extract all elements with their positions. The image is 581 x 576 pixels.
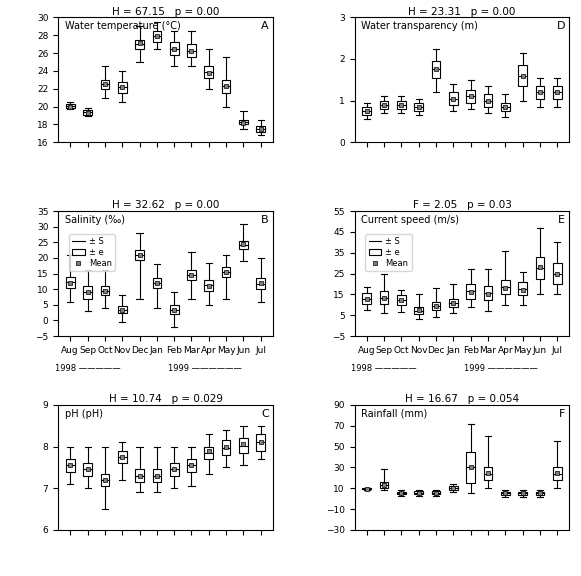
FancyBboxPatch shape bbox=[414, 491, 423, 494]
FancyBboxPatch shape bbox=[483, 467, 492, 480]
Text: A: A bbox=[261, 21, 268, 31]
FancyBboxPatch shape bbox=[483, 94, 492, 107]
Text: 1999 ——————: 1999 —————— bbox=[168, 363, 242, 373]
Text: Water temperature (°C): Water temperature (°C) bbox=[64, 21, 180, 31]
Text: 1998 —————: 1998 ————— bbox=[55, 363, 120, 373]
FancyBboxPatch shape bbox=[205, 66, 213, 78]
FancyBboxPatch shape bbox=[501, 103, 510, 111]
FancyBboxPatch shape bbox=[222, 80, 231, 93]
FancyBboxPatch shape bbox=[518, 282, 527, 295]
FancyBboxPatch shape bbox=[397, 295, 406, 305]
Text: Rainfall (mm): Rainfall (mm) bbox=[361, 408, 427, 419]
FancyBboxPatch shape bbox=[449, 298, 458, 307]
FancyBboxPatch shape bbox=[239, 120, 248, 124]
FancyBboxPatch shape bbox=[101, 286, 109, 295]
FancyBboxPatch shape bbox=[135, 469, 144, 482]
Title: H = 67.15   p = 0.00: H = 67.15 p = 0.00 bbox=[112, 6, 219, 17]
Text: 1998 —————: 1998 ————— bbox=[351, 363, 417, 373]
FancyBboxPatch shape bbox=[256, 434, 265, 451]
FancyBboxPatch shape bbox=[66, 276, 74, 287]
FancyBboxPatch shape bbox=[467, 284, 475, 298]
FancyBboxPatch shape bbox=[449, 92, 458, 105]
Title: H = 23.31   p = 0.00: H = 23.31 p = 0.00 bbox=[408, 6, 516, 17]
FancyBboxPatch shape bbox=[101, 80, 109, 89]
Text: 1999 ——————: 1999 —————— bbox=[464, 363, 538, 373]
FancyBboxPatch shape bbox=[536, 257, 544, 279]
FancyBboxPatch shape bbox=[222, 267, 231, 276]
FancyBboxPatch shape bbox=[256, 126, 265, 131]
FancyBboxPatch shape bbox=[449, 486, 458, 490]
FancyBboxPatch shape bbox=[363, 293, 371, 304]
Text: pH (pH): pH (pH) bbox=[64, 408, 102, 419]
Title: H = 16.67   p = 0.054: H = 16.67 p = 0.054 bbox=[405, 394, 519, 404]
FancyBboxPatch shape bbox=[363, 107, 371, 115]
FancyBboxPatch shape bbox=[170, 42, 178, 55]
FancyBboxPatch shape bbox=[397, 492, 406, 494]
FancyBboxPatch shape bbox=[553, 263, 562, 284]
FancyBboxPatch shape bbox=[83, 463, 92, 476]
Title: H = 32.62   p = 0.00: H = 32.62 p = 0.00 bbox=[112, 200, 219, 210]
FancyBboxPatch shape bbox=[501, 280, 510, 294]
Text: C: C bbox=[261, 408, 268, 419]
FancyBboxPatch shape bbox=[187, 271, 196, 280]
FancyBboxPatch shape bbox=[153, 278, 161, 287]
Title: H = 10.74   p = 0.029: H = 10.74 p = 0.029 bbox=[109, 394, 223, 404]
Text: F: F bbox=[559, 408, 565, 419]
FancyBboxPatch shape bbox=[467, 90, 475, 103]
FancyBboxPatch shape bbox=[83, 286, 92, 298]
FancyBboxPatch shape bbox=[553, 467, 562, 480]
FancyBboxPatch shape bbox=[170, 305, 178, 314]
FancyBboxPatch shape bbox=[239, 241, 248, 249]
FancyBboxPatch shape bbox=[187, 44, 196, 58]
FancyBboxPatch shape bbox=[536, 492, 544, 495]
Title: F = 2.05   p = 0.03: F = 2.05 p = 0.03 bbox=[413, 200, 511, 210]
FancyBboxPatch shape bbox=[222, 440, 231, 455]
FancyBboxPatch shape bbox=[118, 451, 127, 463]
FancyBboxPatch shape bbox=[118, 306, 127, 313]
Text: Water transparency (m): Water transparency (m) bbox=[361, 21, 478, 31]
FancyBboxPatch shape bbox=[553, 86, 562, 98]
FancyBboxPatch shape bbox=[432, 61, 440, 78]
FancyBboxPatch shape bbox=[153, 31, 161, 42]
Text: Current speed (m/s): Current speed (m/s) bbox=[361, 215, 459, 225]
FancyBboxPatch shape bbox=[379, 482, 388, 488]
Text: Salinity (‰): Salinity (‰) bbox=[64, 215, 124, 225]
Legend: ± S, ± e, Mean: ± S, ± e, Mean bbox=[69, 234, 115, 271]
FancyBboxPatch shape bbox=[239, 438, 248, 453]
FancyBboxPatch shape bbox=[467, 452, 475, 483]
FancyBboxPatch shape bbox=[135, 40, 144, 48]
FancyBboxPatch shape bbox=[256, 278, 265, 289]
FancyBboxPatch shape bbox=[205, 446, 213, 459]
FancyBboxPatch shape bbox=[187, 459, 196, 472]
FancyBboxPatch shape bbox=[83, 110, 92, 115]
FancyBboxPatch shape bbox=[66, 459, 74, 472]
Text: B: B bbox=[261, 215, 268, 225]
FancyBboxPatch shape bbox=[379, 101, 388, 109]
FancyBboxPatch shape bbox=[501, 492, 510, 495]
FancyBboxPatch shape bbox=[135, 250, 144, 260]
FancyBboxPatch shape bbox=[432, 302, 440, 310]
FancyBboxPatch shape bbox=[66, 104, 74, 108]
FancyBboxPatch shape bbox=[518, 65, 527, 86]
Text: D: D bbox=[557, 21, 565, 31]
FancyBboxPatch shape bbox=[432, 491, 440, 494]
FancyBboxPatch shape bbox=[379, 291, 388, 304]
FancyBboxPatch shape bbox=[205, 280, 213, 291]
FancyBboxPatch shape bbox=[101, 473, 109, 486]
FancyBboxPatch shape bbox=[536, 86, 544, 98]
FancyBboxPatch shape bbox=[414, 307, 423, 314]
FancyBboxPatch shape bbox=[397, 101, 406, 109]
FancyBboxPatch shape bbox=[363, 488, 371, 489]
Legend: ± S, ± e, Mean: ± S, ± e, Mean bbox=[365, 234, 411, 271]
FancyBboxPatch shape bbox=[414, 103, 423, 111]
FancyBboxPatch shape bbox=[518, 492, 527, 495]
FancyBboxPatch shape bbox=[170, 463, 178, 476]
Text: E: E bbox=[558, 215, 565, 225]
FancyBboxPatch shape bbox=[153, 469, 161, 482]
FancyBboxPatch shape bbox=[483, 286, 492, 300]
FancyBboxPatch shape bbox=[118, 82, 127, 93]
